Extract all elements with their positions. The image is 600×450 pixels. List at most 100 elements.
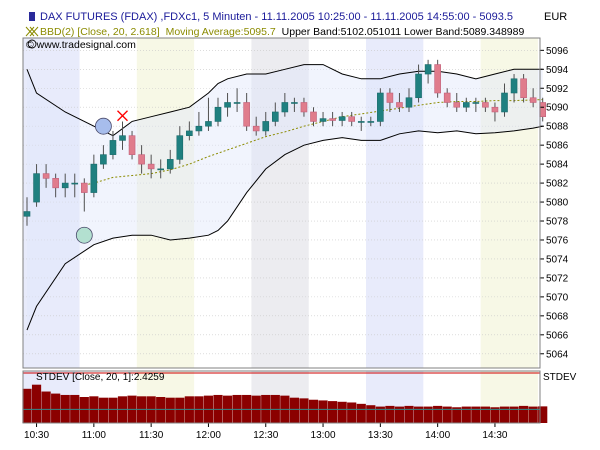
price-tick-label: 5080 (546, 198, 569, 209)
candle (510, 74, 518, 103)
candle-body (329, 118, 336, 121)
indicator-name: BBD(2) [Close, 20, 2.618] (40, 26, 160, 38)
candle (195, 111, 203, 136)
stdev-bar (337, 401, 347, 423)
candle-body (405, 97, 413, 108)
candle (109, 130, 117, 160)
stdev-bar (452, 407, 462, 423)
stdev-panel-frame (22, 370, 541, 424)
signal-circle (95, 117, 112, 135)
candlesticks (23, 59, 547, 226)
price-tick-label: 5086 (546, 141, 569, 152)
stdev-bar (299, 398, 309, 423)
candle-body (396, 102, 403, 108)
band-fill (27, 64, 543, 331)
candle-body (262, 121, 270, 132)
candle (338, 111, 346, 127)
price-tick-label: 5070 (546, 292, 569, 303)
stdev-bar (98, 397, 108, 423)
price-tick-label: 5074 (546, 254, 569, 265)
candle-body (90, 163, 98, 193)
price-tick-label: 5096 (546, 46, 569, 57)
candle (128, 130, 136, 160)
stdev-bar (79, 397, 89, 423)
candle-body (214, 106, 222, 122)
candle-body (243, 102, 250, 127)
candle (205, 97, 212, 131)
candle (262, 111, 270, 136)
candle-body (338, 116, 346, 121)
candle-body (462, 102, 470, 108)
stdev-bar (22, 388, 32, 423)
session-shading (23, 38, 538, 368)
signal-cross (117, 110, 128, 122)
candle (501, 83, 508, 117)
candle (271, 102, 279, 127)
candle-body (119, 135, 126, 141)
candle-body (539, 102, 547, 118)
time-tick-label: 13:30 (368, 430, 393, 441)
candle (71, 173, 79, 198)
stdev-bar (413, 406, 424, 423)
annotations (75, 110, 128, 244)
candle-body (367, 121, 375, 123)
stdev-bar (41, 391, 51, 423)
candle-body (166, 159, 174, 170)
stdev-bar (51, 393, 61, 423)
stdev-bar (356, 403, 366, 423)
candle-body (443, 92, 451, 103)
session-band (366, 38, 424, 368)
time-tick-label: 12:00 (196, 430, 221, 441)
candle-body (319, 118, 327, 122)
stdev-bar (509, 406, 519, 423)
candle (300, 97, 308, 117)
candle (157, 159, 164, 179)
session-band (251, 38, 309, 368)
price-tick-label: 5090 (546, 103, 569, 114)
candle (186, 121, 193, 141)
candle (520, 74, 527, 103)
time-tick-label: 10:30 (24, 430, 49, 441)
stdev-bar (394, 406, 405, 423)
stdev-bar (318, 400, 328, 423)
signal-circle (75, 226, 93, 244)
indicator-legend-icon (25, 26, 39, 37)
candle-body (424, 64, 432, 75)
candle (100, 145, 107, 169)
price-tick-label: 5088 (546, 122, 569, 133)
price-tick-label: 5078 (546, 217, 569, 228)
candle-body (252, 125, 260, 132)
candle (61, 173, 69, 198)
candle-body (434, 64, 441, 94)
candle-body (472, 102, 480, 104)
watermark: © www.tradesignal.com (26, 39, 136, 51)
upper-band-line (26, 64, 543, 137)
stdev-bar (375, 406, 385, 423)
band-values: Upper Band:5102.051011 Lower Band:5089.3… (282, 26, 525, 38)
candle (138, 145, 145, 174)
stdev-bars (22, 372, 548, 423)
price-axis: 5064 5066 5068 5070 5072 5074 5076 5078 5080 5082… (540, 46, 569, 360)
candle-body (271, 111, 279, 122)
lower-band-line (26, 125, 543, 331)
candle-body (291, 102, 298, 104)
session-band (136, 38, 195, 368)
candle (472, 97, 480, 112)
bollinger-bands (26, 64, 543, 331)
chart-title: DAX FUTURES (FDAX) ,FDXc1, 5 Minuten - 1… (40, 11, 513, 23)
candle-body (33, 173, 40, 203)
candle (119, 121, 126, 150)
candle (42, 164, 50, 188)
time-tick-label: 11:30 (139, 430, 164, 441)
time-tick-label: 14:00 (425, 430, 450, 441)
candle-body (453, 102, 461, 108)
price-panel-frame (22, 37, 541, 369)
stdev-legend: STDEV [Close, 20, 1]:2.4259 (36, 372, 165, 383)
stdev-bar (366, 405, 376, 423)
candle (224, 93, 231, 117)
candle (377, 88, 384, 127)
time-tick-label: 14:30 (482, 430, 507, 441)
stdev-session-band (136, 371, 195, 423)
stdev-bar (156, 397, 166, 423)
